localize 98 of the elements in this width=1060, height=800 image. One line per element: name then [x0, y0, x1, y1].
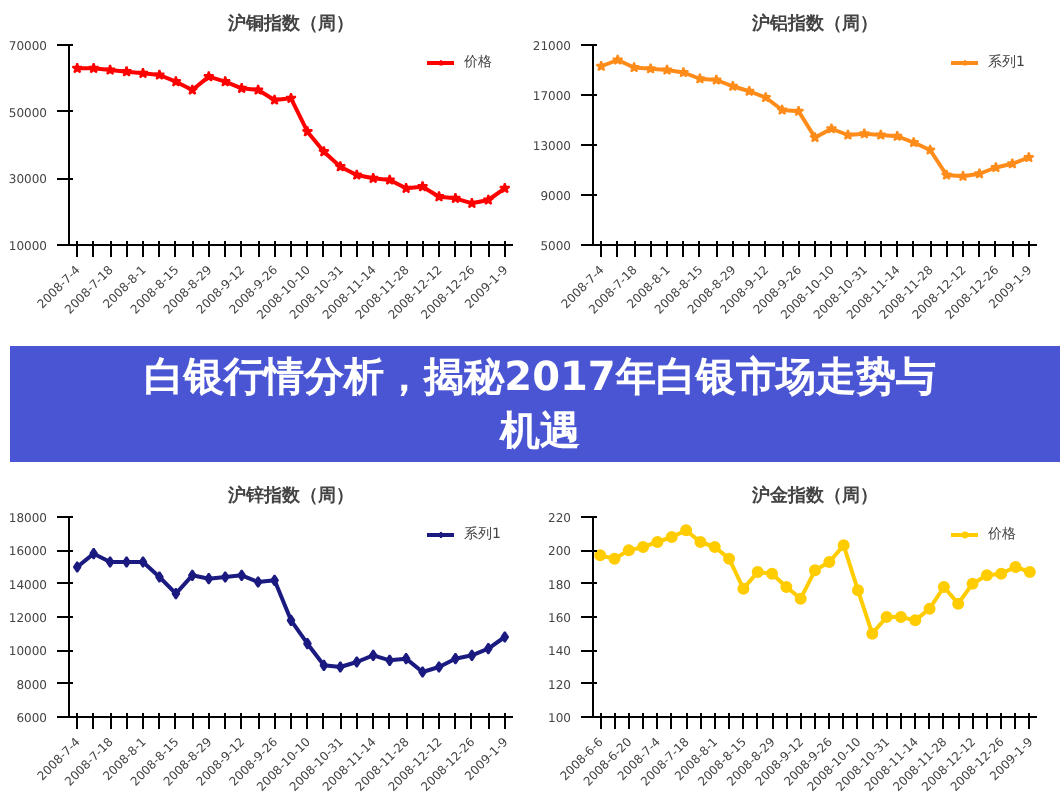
point — [866, 627, 879, 640]
point — [367, 172, 379, 184]
point — [153, 69, 166, 81]
point — [737, 582, 750, 595]
point — [751, 566, 764, 578]
point — [880, 611, 893, 623]
chart-title: 沪铜指数（周） — [226, 13, 354, 35]
chart-title: 沪锌指数（周） — [226, 485, 354, 507]
point — [842, 129, 854, 141]
point — [252, 84, 264, 96]
point — [594, 549, 607, 562]
point — [120, 65, 133, 77]
point — [1023, 151, 1035, 163]
point — [71, 62, 83, 74]
point — [973, 167, 986, 179]
point — [301, 125, 314, 137]
point — [980, 569, 993, 582]
point — [708, 541, 721, 553]
point — [171, 587, 181, 600]
point — [137, 67, 149, 79]
point — [622, 544, 635, 557]
point — [995, 567, 1008, 580]
point — [204, 572, 214, 585]
point — [105, 556, 115, 568]
point — [449, 192, 462, 204]
point — [416, 180, 429, 192]
point — [823, 556, 836, 568]
point — [637, 541, 650, 553]
point — [482, 194, 495, 206]
point — [401, 652, 411, 665]
point — [924, 144, 936, 156]
point — [966, 577, 979, 590]
point — [318, 145, 330, 157]
point — [220, 571, 230, 583]
point — [72, 561, 82, 573]
point — [651, 536, 664, 548]
point — [837, 539, 850, 552]
point — [694, 536, 707, 548]
point — [858, 127, 871, 139]
point — [352, 656, 362, 668]
point — [400, 182, 412, 194]
point — [155, 571, 164, 583]
point — [351, 169, 363, 181]
point — [87, 62, 100, 74]
point — [665, 531, 678, 543]
point — [776, 104, 788, 116]
point — [434, 661, 444, 673]
point — [952, 597, 965, 610]
point — [937, 581, 950, 593]
point — [894, 611, 907, 623]
point — [203, 70, 215, 82]
point — [923, 602, 936, 615]
point — [661, 64, 673, 76]
point — [467, 649, 477, 662]
point — [170, 75, 182, 87]
point — [766, 567, 779, 580]
point — [891, 130, 903, 142]
point — [792, 105, 805, 117]
point — [611, 54, 624, 66]
point — [628, 61, 640, 73]
point — [336, 661, 345, 673]
text: 白银行情分析，揭秘2017年白银市场走势与机遇 — [142, 350, 938, 458]
point — [957, 170, 969, 182]
point — [418, 666, 427, 678]
point — [286, 614, 296, 627]
point — [1023, 566, 1036, 578]
point — [268, 94, 281, 106]
point — [500, 631, 510, 643]
point — [334, 160, 347, 172]
point — [809, 131, 821, 143]
point — [851, 584, 864, 597]
point — [499, 182, 511, 194]
point — [809, 564, 821, 577]
point — [122, 556, 131, 568]
point — [383, 174, 396, 186]
point — [595, 60, 607, 72]
point — [723, 552, 736, 565]
point — [780, 581, 793, 593]
point — [368, 649, 378, 662]
point — [909, 614, 922, 627]
point — [644, 62, 657, 74]
point — [727, 80, 739, 92]
point — [875, 129, 887, 141]
chart-title: 沪金指数（周） — [750, 485, 878, 507]
point — [104, 64, 116, 76]
chart-title: 沪铝指数（周） — [750, 13, 878, 35]
point — [433, 190, 445, 202]
point — [825, 122, 838, 134]
point — [253, 576, 263, 588]
point — [940, 169, 953, 181]
point — [680, 524, 693, 537]
point — [794, 592, 807, 605]
point — [186, 84, 199, 96]
point — [285, 92, 297, 104]
point — [1009, 561, 1022, 573]
point — [319, 659, 329, 672]
point — [710, 74, 723, 86]
point — [608, 552, 621, 565]
